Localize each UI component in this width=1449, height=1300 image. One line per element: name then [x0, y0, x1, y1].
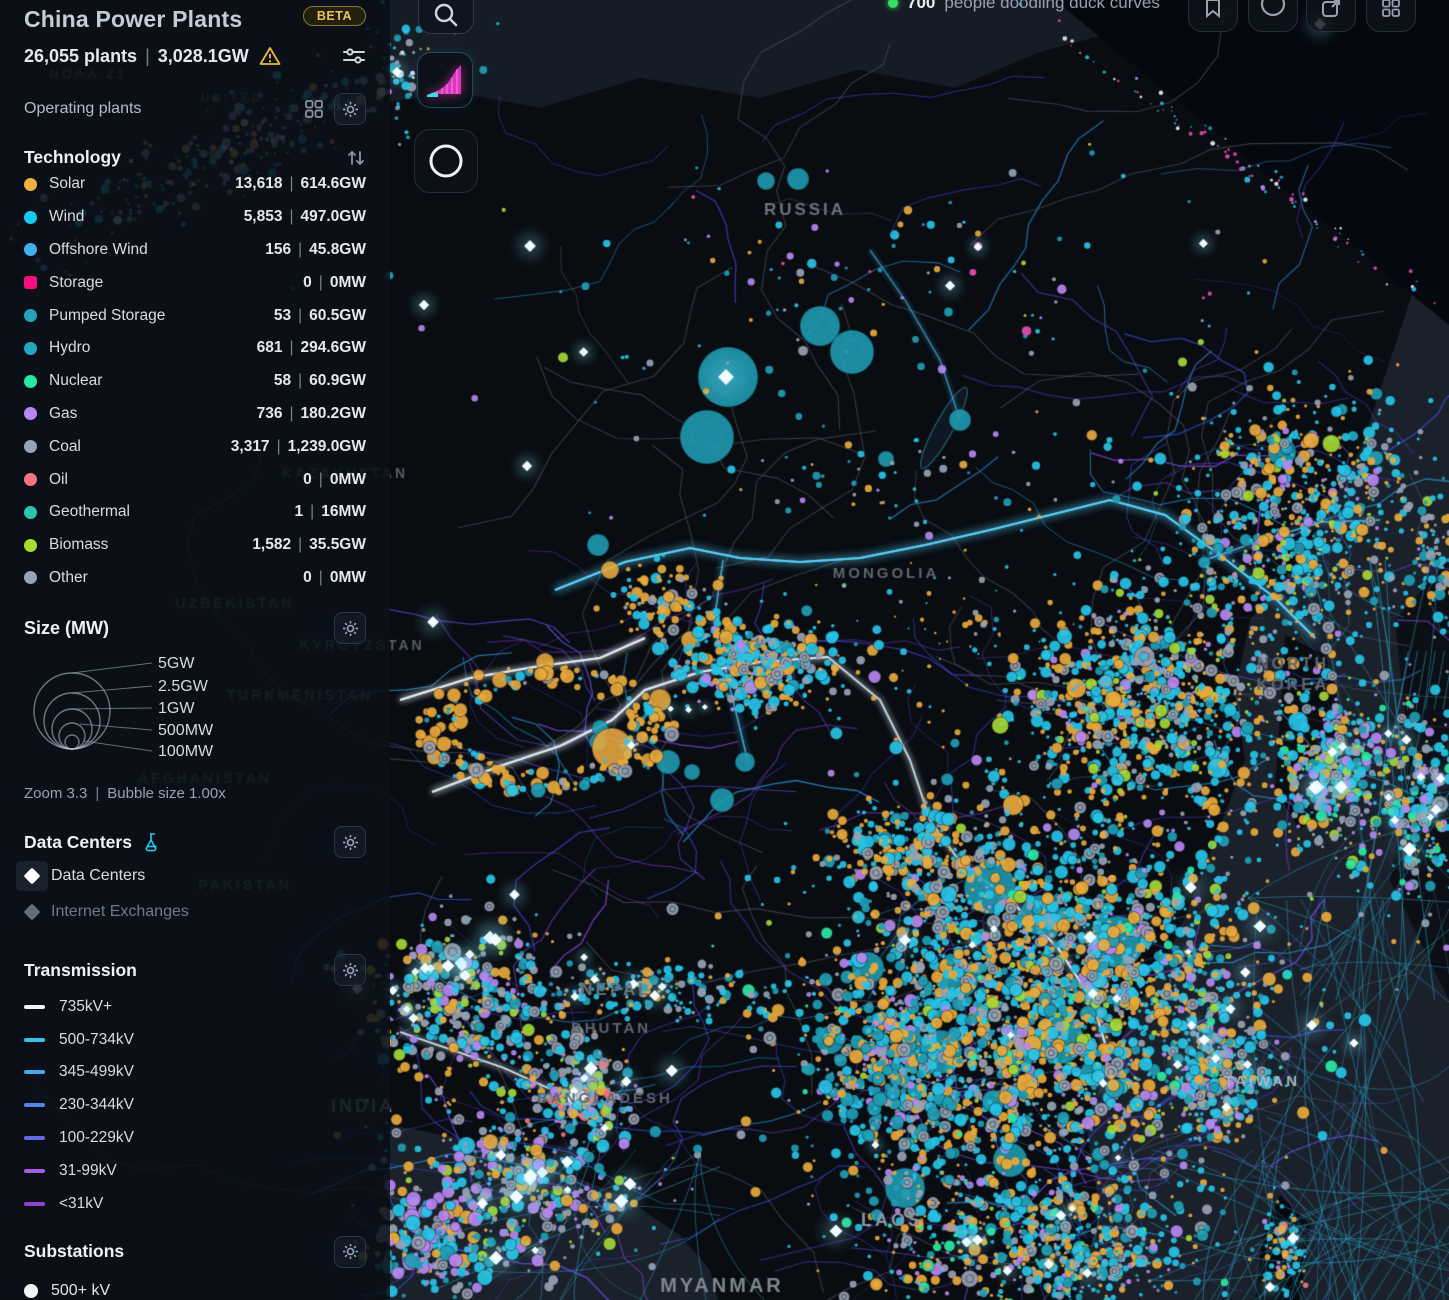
transmission-100-229kv[interactable]: 100-229kV — [24, 1122, 366, 1155]
warning-icon[interactable] — [259, 46, 281, 66]
duck-curve-chart-icon — [425, 62, 465, 98]
compass-button[interactable] — [1248, 0, 1298, 32]
offshore-wind-dot — [24, 243, 37, 257]
transmission-settings-button[interactable] — [334, 954, 366, 987]
sort-icon[interactable] — [346, 149, 366, 167]
line-swatch-345kv — [24, 1070, 45, 1075]
line-swatch-under31kv — [24, 1201, 45, 1206]
line-swatch-735kv — [24, 1004, 45, 1009]
live-message: people doodling duck curves — [944, 0, 1160, 12]
tech-row-wind[interactable]: Wind 5,853 | 497.0GW — [24, 201, 366, 234]
svg-text:5GW: 5GW — [158, 655, 195, 672]
transmission-735kv[interactable]: 735kV+ — [24, 990, 366, 1023]
tech-row-solar[interactable]: Solar 13,618 | 614.6GW — [24, 168, 366, 201]
substations-settings-button[interactable] — [334, 1235, 366, 1268]
technology-list: Solar 13,618 | 614.6GW Wind 5,853 | 497.0GW Of… — [24, 168, 366, 594]
flask-icon — [144, 832, 161, 852]
live-status: 700 people doodling duck curves — [888, 0, 1160, 13]
plant-count: 26,055 plants — [24, 45, 138, 66]
svg-text:500MW: 500MW — [158, 722, 214, 739]
duck-curve-chart-button[interactable] — [417, 52, 473, 108]
transmission-section-title: Transmission — [24, 959, 137, 980]
export-icon — [1321, 0, 1341, 23]
filter-sliders-icon[interactable] — [342, 45, 366, 67]
line-swatch-500kv — [24, 1037, 45, 1042]
size-settings-button[interactable] — [334, 612, 366, 645]
layer-internet-exchanges[interactable]: Internet Exchanges — [23, 894, 366, 930]
circle-icon — [427, 142, 465, 180]
tech-row-offshore-wind[interactable]: Offshore Wind 156 | 45.8GW — [24, 234, 366, 267]
svg-text:1GW: 1GW — [158, 700, 195, 717]
size-section-title: Size (MW) — [24, 617, 109, 638]
data-center-diamond-icon — [23, 867, 41, 885]
coal-dot — [24, 440, 37, 454]
substation-dot — [24, 1283, 38, 1298]
sidebar: China Power Plants BETA 26,055 plants | … — [0, 0, 390, 1300]
live-count: 700 — [907, 0, 936, 12]
line-swatch-230kv — [24, 1103, 45, 1108]
tech-row-biomass[interactable]: Biomass 1,582 | 35.5GW — [24, 529, 366, 562]
transmission-345-499kv[interactable]: 345-499kV — [24, 1056, 366, 1089]
datacenters-settings-button[interactable] — [334, 826, 366, 859]
size-legend: 5GW 2.5GW 1GW 500MW 100MW — [33, 655, 214, 760]
tech-row-other[interactable]: Other 0 | 0MW — [24, 562, 366, 595]
wind-dot — [24, 210, 37, 224]
line-swatch-31kv — [24, 1168, 45, 1173]
tech-row-nuclear[interactable]: Nuclear 58 | 60.9GW — [24, 365, 366, 398]
plants-settings-button[interactable] — [334, 93, 366, 125]
svg-text:100MW: 100MW — [158, 743, 214, 760]
storage-square — [24, 276, 37, 290]
geothermal-dot — [24, 505, 37, 519]
bookmark-icon — [1203, 0, 1223, 23]
zoom-status: Zoom 3.3 | Bubble size 1.00x — [24, 785, 226, 803]
circle-outline-icon — [1260, 0, 1286, 23]
search-icon — [433, 2, 459, 28]
export-button[interactable] — [1306, 0, 1356, 32]
transmission-31-99kv[interactable]: 31-99kV — [24, 1154, 366, 1187]
svg-text:2.5GW: 2.5GW — [158, 678, 209, 695]
transmission-230-344kv[interactable]: 230-344kV — [24, 1089, 366, 1122]
gas-dot — [24, 407, 37, 421]
hydro-dot — [24, 341, 37, 355]
grid-view-icon[interactable] — [304, 99, 324, 119]
live-dot — [888, 0, 898, 8]
tech-row-oil[interactable]: Oil 0 | 0MW — [24, 463, 366, 496]
datacenters-section-title: Data Centers — [24, 831, 132, 852]
oil-dot — [24, 473, 37, 487]
other-dot — [24, 571, 37, 585]
operating-plants-label: Operating plants — [24, 100, 142, 117]
tech-row-geothermal[interactable]: Geothermal 1 | 16MW — [24, 496, 366, 529]
tech-row-hydro[interactable]: Hydro 681 | 294.6GW — [24, 332, 366, 365]
transmission-list: 735kV+ 500-734kV 345-499kV 230-344kV 100… — [24, 990, 366, 1220]
solar-dot — [24, 177, 37, 191]
tech-row-storage[interactable]: Storage 0 | 0MW — [24, 266, 366, 299]
internet-exchange-diamond-icon — [23, 903, 41, 921]
grid-icon — [1381, 0, 1401, 23]
search-button[interactable] — [418, 0, 474, 34]
bookmark-button[interactable] — [1188, 0, 1238, 32]
layout-grid-button[interactable] — [1366, 0, 1416, 32]
pumped-storage-dot — [24, 309, 37, 323]
beta-badge: BETA — [302, 6, 366, 26]
substations-section-title: Substations — [24, 1241, 125, 1262]
transmission-under-31kv[interactable]: <31kV — [24, 1187, 366, 1220]
page-title: China Power Plants — [24, 6, 243, 32]
transmission-500-734kv[interactable]: 500-734kV — [24, 1023, 366, 1056]
total-capacity: 3,028.1GW — [157, 45, 249, 66]
circle-tool-button[interactable] — [414, 129, 478, 193]
line-swatch-100kv — [24, 1135, 45, 1140]
nuclear-dot — [24, 374, 37, 388]
layer-data-centers[interactable]: Data Centers — [16, 858, 366, 894]
tech-row-gas[interactable]: Gas 736 | 180.2GW — [24, 398, 366, 431]
substation-500kv[interactable]: 500+ kV — [24, 1282, 366, 1300]
tech-row-pumped-storage[interactable]: Pumped Storage 53 | 60.5GW — [24, 299, 366, 332]
biomass-dot — [24, 538, 37, 552]
tech-row-coal[interactable]: Coal 3,317 | 1,239.0GW — [24, 430, 366, 463]
technology-section-title: Technology — [24, 147, 121, 167]
